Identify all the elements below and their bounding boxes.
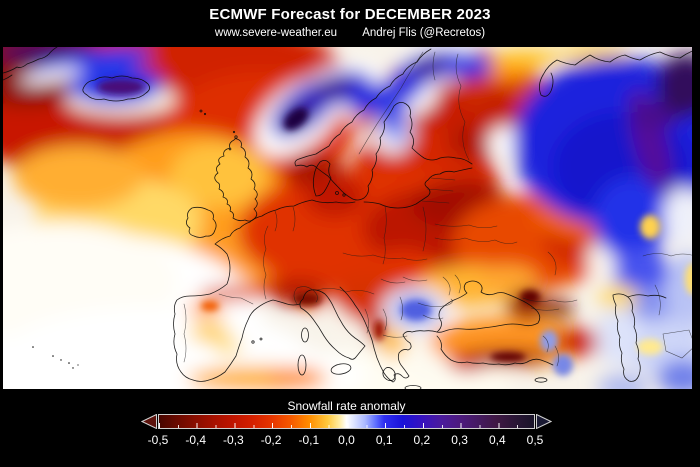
colorbar-tick-label: -0,3 [223, 433, 244, 447]
colorbar-label: Snowfall rate anomaly [287, 399, 406, 413]
left-arrow-shape [141, 414, 157, 429]
colorbar-tick-label: 0,5 [526, 433, 544, 447]
azores-islands [32, 346, 79, 369]
anomaly-field-cores [97, 79, 692, 376]
europe-snowfall-anomaly-map [3, 47, 692, 389]
page-title: ECMWF Forecast for DECEMBER 2023 [209, 6, 491, 23]
colorbar [158, 414, 535, 429]
colorbar-tick-labels: -0,5 -0,4 -0,3 -0,2 -0,1 0,0 0,1 0,2 0,3… [148, 433, 544, 448]
colorbar-tick-label: -0,5 [147, 433, 169, 447]
right-arrow-shape [536, 414, 552, 429]
colorbar-extend-left-arrow-icon [141, 414, 157, 429]
colorbar-extend-right-arrow-icon [536, 414, 552, 429]
colorbar-tick-label: 0,2 [413, 433, 431, 447]
colorbar-tick-label: -0,2 [260, 433, 282, 447]
colorbar-tick-label: 0,1 [375, 433, 393, 447]
colorbar-tick-label: -0,4 [185, 433, 207, 447]
site-credit: www.severe-weather.eu [214, 27, 337, 39]
author-credit: Andrej Flis (@Recretos) [362, 27, 486, 39]
colorbar-tick-label: 0,0 [338, 433, 355, 447]
country-borders [183, 51, 692, 367]
colorbar-tick-label: 0,4 [488, 433, 506, 447]
colorbar-tick-label: -0,1 [298, 433, 320, 447]
subtitle: www.severe-weather.eu Andrej Flis (@Recr… [0, 27, 700, 39]
colorbar-major-ticks [159, 423, 534, 428]
coastlines [3, 47, 692, 389]
colorbar-tick-label: 0,3 [451, 433, 468, 447]
